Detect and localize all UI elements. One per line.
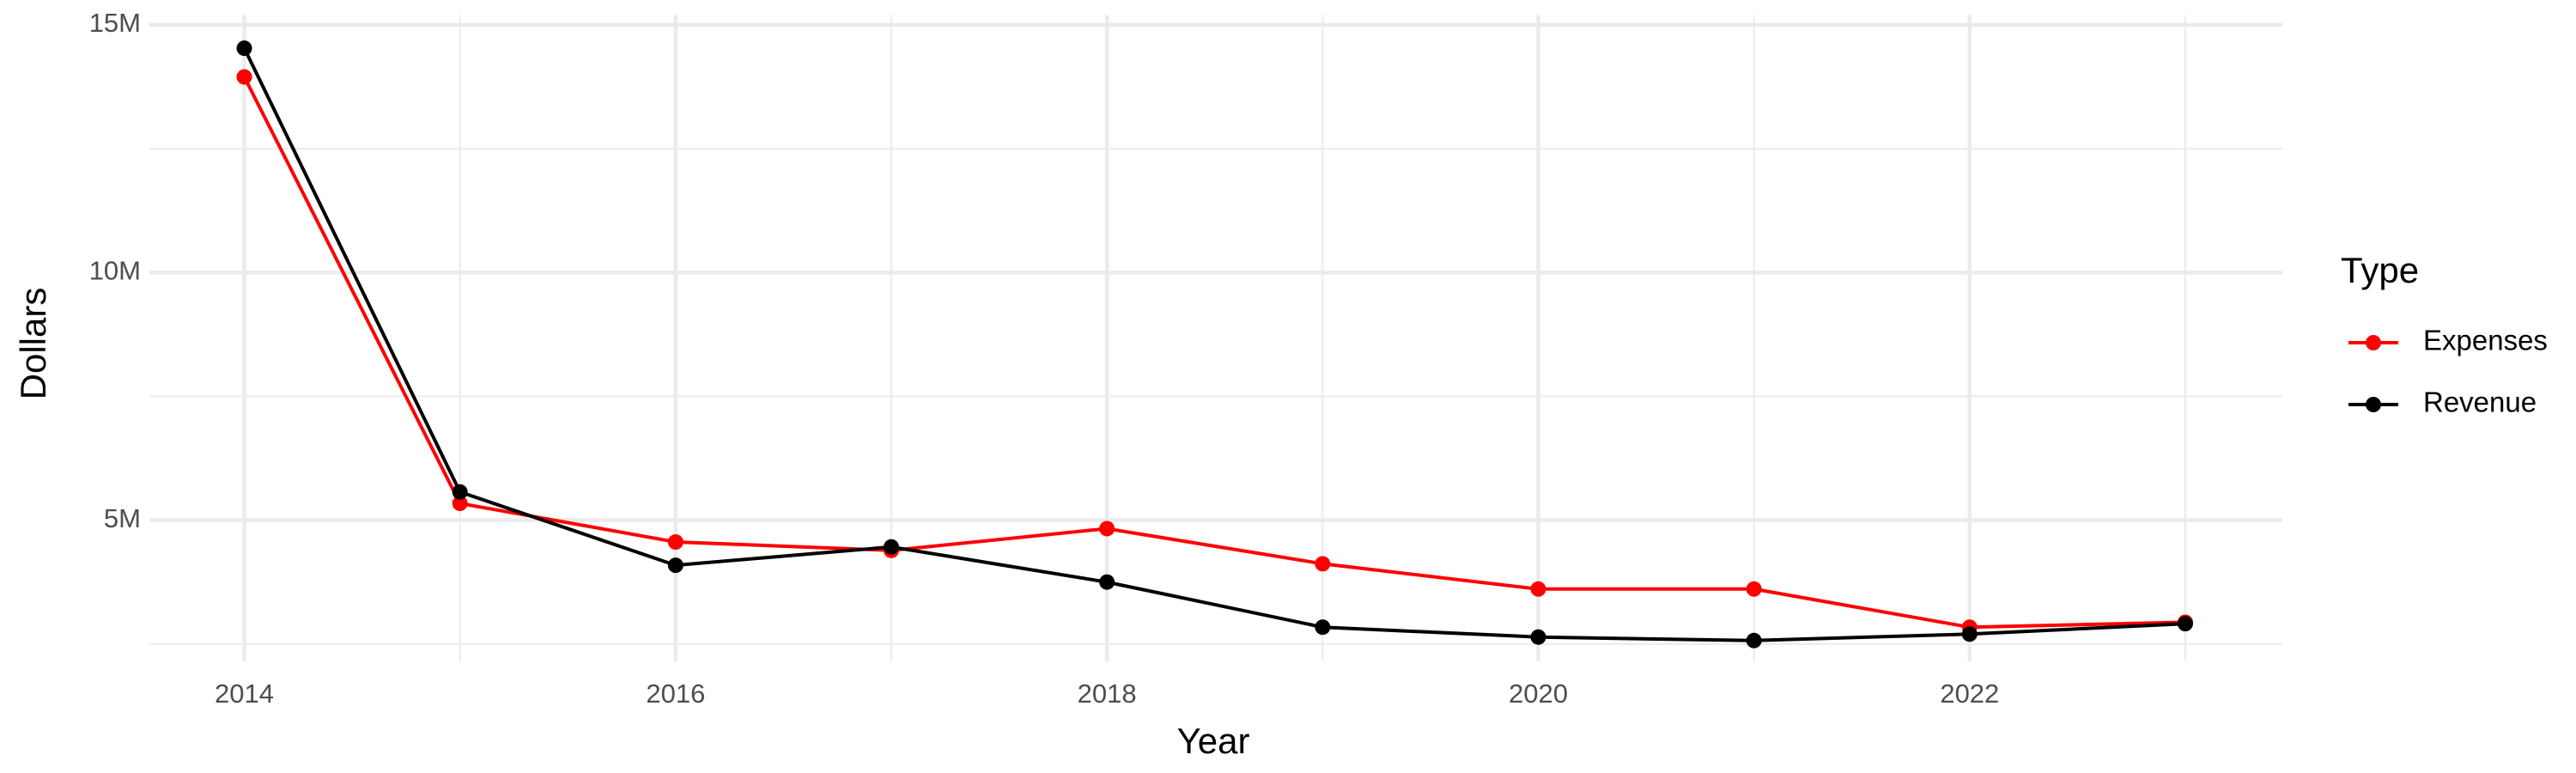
data-point xyxy=(2177,616,2193,632)
x-tick-label: 2022 xyxy=(1940,679,1999,709)
series-line xyxy=(242,47,2186,642)
data-point xyxy=(236,69,252,85)
y-axis-title: Dollars xyxy=(13,288,53,400)
x-tick-label: 2014 xyxy=(215,679,274,709)
data-point xyxy=(1315,556,1331,572)
data-point xyxy=(452,496,468,512)
data-point xyxy=(1315,619,1331,636)
x-tick-label: 2018 xyxy=(1078,679,1137,709)
x-tick-label: 2020 xyxy=(1509,679,1568,709)
y-tick-label: 5M xyxy=(104,503,141,533)
y-tick-label: 10M xyxy=(89,256,141,286)
data-point xyxy=(667,557,683,574)
legend-label: Revenue xyxy=(2423,386,2537,418)
y-tick-label: 15M xyxy=(89,8,141,38)
data-point xyxy=(667,534,683,551)
x-axis-title: Year xyxy=(1177,721,1250,761)
legend-marker xyxy=(2366,335,2381,350)
data-point xyxy=(1530,629,1546,645)
data-point xyxy=(236,40,252,57)
series-line xyxy=(242,76,2186,630)
data-point xyxy=(1746,632,1762,648)
data-point xyxy=(1961,626,1978,642)
data-point xyxy=(1099,574,1115,590)
x-tick-label: 2016 xyxy=(646,679,705,709)
legend-title: Type xyxy=(2341,250,2419,290)
data-point xyxy=(1099,520,1115,537)
legend-label: Expenses xyxy=(2423,325,2548,356)
data-point xyxy=(1746,581,1762,597)
legend-marker xyxy=(2366,397,2381,412)
data-point xyxy=(452,484,468,500)
data-point xyxy=(884,539,899,555)
data-point xyxy=(1530,581,1546,597)
